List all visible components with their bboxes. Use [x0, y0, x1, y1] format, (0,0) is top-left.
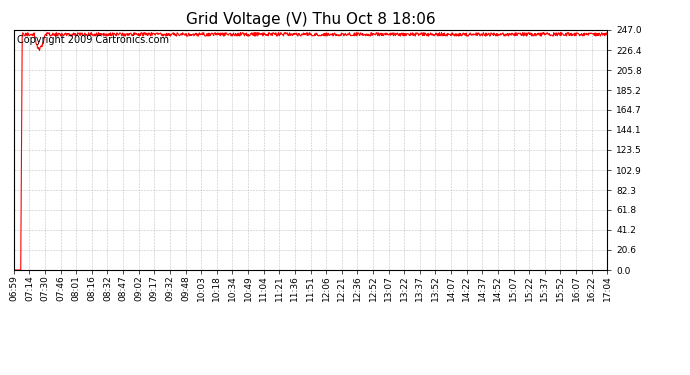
- Text: Copyright 2009 Cartronics.com: Copyright 2009 Cartronics.com: [17, 35, 169, 45]
- Title: Grid Voltage (V) Thu Oct 8 18:06: Grid Voltage (V) Thu Oct 8 18:06: [186, 12, 435, 27]
